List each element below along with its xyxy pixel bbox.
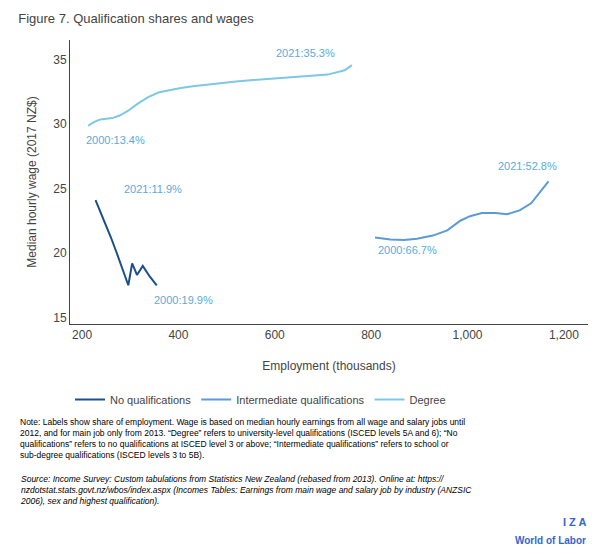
svg-text:2000:13.4%: 2000:13.4%: [86, 134, 145, 146]
svg-text:Employment (thousands): Employment (thousands): [262, 359, 395, 373]
svg-text:2021:35.3%: 2021:35.3%: [276, 47, 335, 59]
svg-text:30: 30: [53, 117, 67, 131]
svg-text:2000:19.9%: 2000:19.9%: [154, 294, 213, 306]
svg-text:Median hourly wage (2017 NZ$): Median hourly wage (2017 NZ$): [25, 96, 39, 267]
svg-text:800: 800: [361, 328, 381, 342]
svg-text:15: 15: [53, 311, 67, 325]
svg-text:1,000: 1,000: [453, 328, 483, 342]
svg-text:35: 35: [53, 53, 67, 67]
svg-text:Note: Labels show share of emp: Note: Labels show share of employment. W…: [20, 417, 465, 460]
svg-text:Source: Income Survey: Custom: Source: Income Survey: Custom tabulation…: [20, 474, 472, 506]
svg-text:600: 600: [265, 328, 285, 342]
svg-text:Degree: Degree: [410, 394, 446, 406]
svg-text:2021:52.8%: 2021:52.8%: [498, 160, 557, 172]
svg-text:Figure 7. Qualification shares: Figure 7. Qualification shares and wages: [18, 11, 254, 26]
svg-text:400: 400: [168, 328, 188, 342]
svg-text:200: 200: [72, 328, 92, 342]
svg-text:1,200: 1,200: [549, 328, 579, 342]
svg-text:I Z A: I Z A: [563, 516, 586, 528]
svg-text:2021:11.9%: 2021:11.9%: [124, 183, 182, 195]
svg-text:2000:66.7%: 2000:66.7%: [378, 244, 437, 256]
svg-text:Intermediate qualifications: Intermediate qualifications: [236, 394, 364, 406]
svg-text:No qualifications: No qualifications: [110, 394, 191, 406]
svg-text:25: 25: [53, 182, 67, 196]
svg-text:World of Labor: World of Labor: [515, 535, 586, 546]
svg-text:20: 20: [53, 246, 67, 260]
